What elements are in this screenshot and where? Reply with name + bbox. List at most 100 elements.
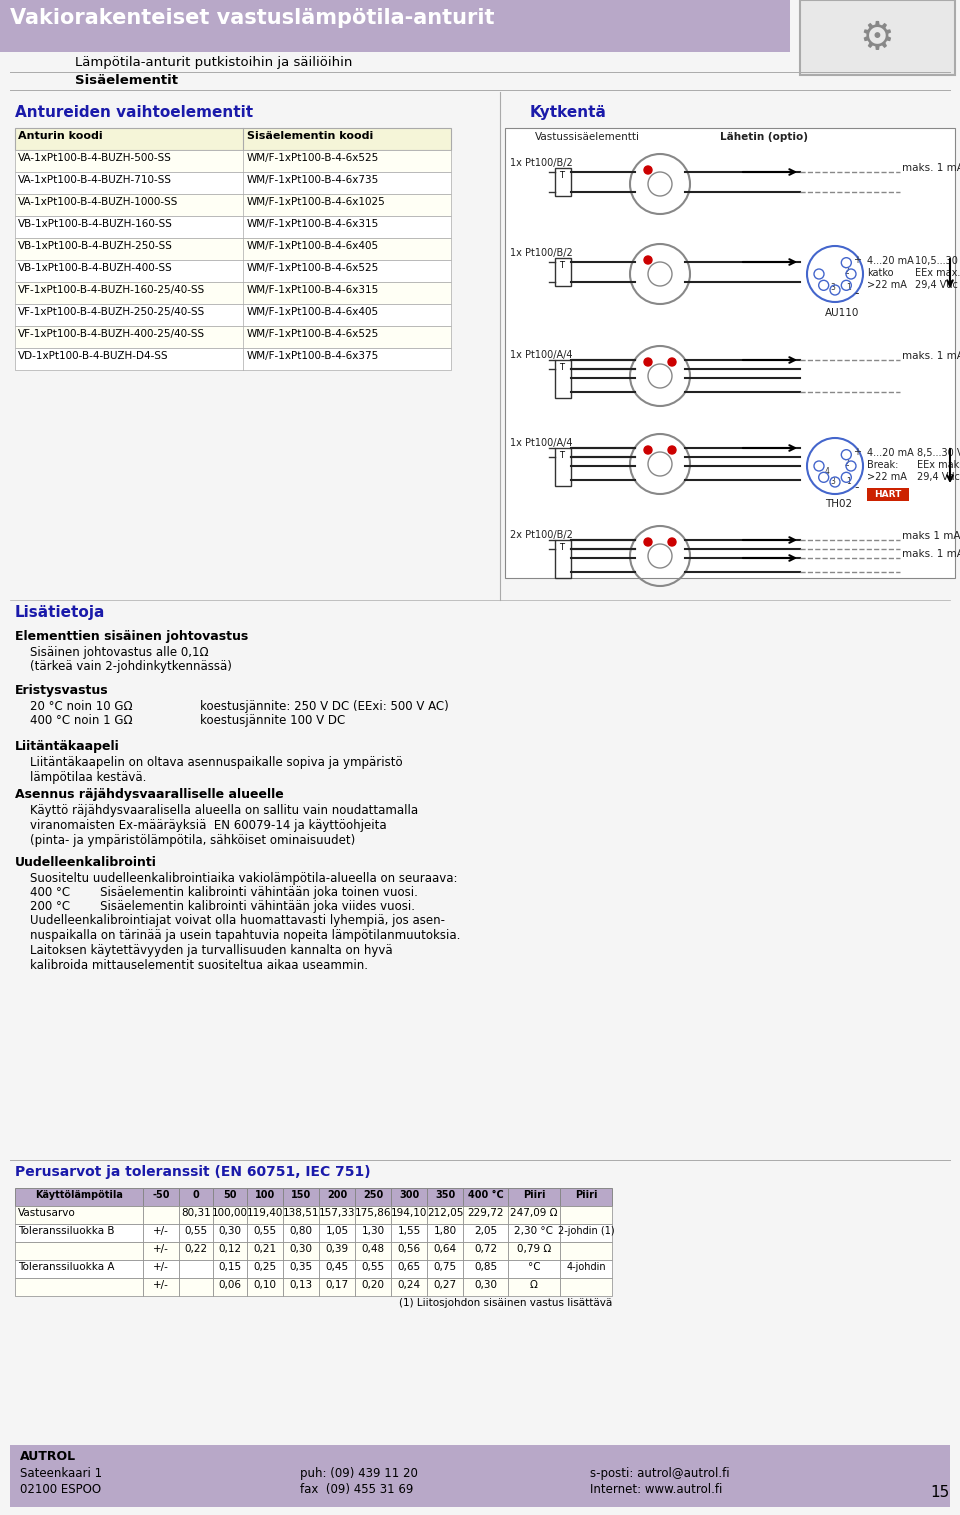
Bar [213,1260,247,1279]
Bar [319,1242,355,1260]
Text: WM/F-1xPt100-B-4-6x525: WM/F-1xPt100-B-4-6x525 [247,329,379,339]
Text: Käyttö räjähdysvaaralisella alueella on sallitu vain noudattamalla
viranomaisten: Käyttö räjähdysvaaralisella alueella on … [30,804,419,847]
Text: 80,31: 80,31 [181,1207,211,1218]
Text: Eristysvastus: Eristysvastus [15,683,108,697]
Text: WM/F-1xPt100-B-4-6x525: WM/F-1xPt100-B-4-6x525 [247,153,379,164]
Text: ⚙: ⚙ [859,20,895,58]
Bar [283,1206,319,1224]
Bar [213,1188,247,1206]
Bar [15,194,451,217]
Text: 1x Pt100/A/4: 1x Pt100/A/4 [510,438,572,448]
Text: +: + [853,255,861,265]
Bar [15,127,451,150]
Text: 29,4 Vdc: 29,4 Vdc [917,473,960,482]
Bar [179,1224,213,1242]
Circle shape [644,167,652,174]
Text: WM/F-1xPt100-B-4-6x405: WM/F-1xPt100-B-4-6x405 [247,308,379,317]
Text: 0,25: 0,25 [253,1262,276,1273]
Bar [143,1224,179,1242]
Text: 4...20 mA: 4...20 mA [867,448,914,458]
Text: maks. 1 mA: maks. 1 mA [902,548,960,559]
Text: 200 °C        Sisäelementin kalibrointi vähintään joka viides vuosi.: 200 °C Sisäelementin kalibrointi vähintä… [30,900,415,914]
Text: 4-johdin: 4-johdin [566,1262,606,1273]
Text: Anturin koodi: Anturin koodi [18,130,103,141]
Text: Toleranssiluokka A: Toleranssiluokka A [18,1262,114,1273]
Text: 0,15: 0,15 [219,1262,242,1273]
Text: 1,55: 1,55 [397,1226,420,1236]
Text: 0,55: 0,55 [184,1226,207,1236]
Text: 20 °C noin 10 GΩ: 20 °C noin 10 GΩ [30,700,132,714]
Text: 100,00: 100,00 [212,1207,248,1218]
Text: 15: 15 [931,1485,950,1500]
Text: 0,21: 0,21 [253,1244,276,1254]
Text: fax  (09) 455 31 69: fax (09) 455 31 69 [300,1483,414,1495]
Bar [427,1224,463,1242]
Text: >22 mA: >22 mA [867,473,907,482]
Text: maks. 1 mA: maks. 1 mA [902,351,960,361]
Text: 4...20 mA: 4...20 mA [867,256,914,267]
Bar [508,1206,560,1224]
Text: T: T [559,542,564,551]
Bar [179,1188,213,1206]
Text: 02100 ESPOO: 02100 ESPOO [20,1483,101,1495]
Text: 150: 150 [291,1189,311,1200]
Bar [15,305,451,326]
Bar [319,1206,355,1224]
Text: Elementtien sisäinen johtovastus: Elementtien sisäinen johtovastus [15,630,249,642]
Circle shape [668,445,676,454]
Bar [15,173,451,194]
Bar [179,1206,213,1224]
Text: 3: 3 [830,477,835,486]
Circle shape [644,445,652,454]
Bar [213,1279,247,1295]
Bar [319,1188,355,1206]
Bar [555,448,571,486]
Text: 0,20: 0,20 [362,1280,385,1289]
Text: 200: 200 [326,1189,348,1200]
Bar [15,1260,143,1279]
Bar [560,1242,612,1260]
Bar [355,1188,391,1206]
Bar [15,1188,143,1206]
Bar [0,0,790,52]
Text: 0,27: 0,27 [433,1280,457,1289]
Text: 0,79 Ω: 0,79 Ω [516,1244,551,1254]
Text: Lämpötila-anturit putkistoihin ja säiliöihin: Lämpötila-anturit putkistoihin ja säiliö… [75,56,352,70]
Bar [143,1188,179,1206]
Text: katko: katko [867,268,894,277]
Text: -: - [854,482,859,494]
Text: °C: °C [528,1262,540,1273]
Text: -: - [854,288,859,300]
Bar [247,1260,283,1279]
Text: Käyttölämpötila: Käyttölämpötila [36,1189,123,1200]
Bar [283,1188,319,1206]
Text: TH02: TH02 [825,498,852,509]
Text: 2x Pt100/B/2: 2x Pt100/B/2 [510,530,573,539]
Text: WM/F-1xPt100-B-4-6x735: WM/F-1xPt100-B-4-6x735 [247,176,379,185]
Bar [463,1242,508,1260]
Text: 2,05: 2,05 [474,1226,497,1236]
Text: maks. 1 mA: maks. 1 mA [902,164,960,173]
Bar [143,1260,179,1279]
Text: T: T [559,171,564,180]
Bar [15,1206,143,1224]
Text: 350: 350 [435,1189,455,1200]
Text: 1x Pt100/B/2: 1x Pt100/B/2 [510,248,573,258]
Text: koestusjännite: 250 V DC (EExi: 500 V AC): koestusjännite: 250 V DC (EExi: 500 V AC… [200,700,448,714]
Bar [355,1279,391,1295]
Bar [463,1279,508,1295]
Text: VB-1xPt100-B-4-BUZH-160-SS: VB-1xPt100-B-4-BUZH-160-SS [18,220,173,229]
Bar [15,1242,143,1260]
Bar [391,1224,427,1242]
Text: 400 °C noin 1 GΩ: 400 °C noin 1 GΩ [30,714,132,727]
Text: 0,30: 0,30 [290,1244,313,1254]
Text: AU110: AU110 [825,308,859,318]
Text: +/-: +/- [153,1262,169,1273]
Text: 10,5...30 Vdc: 10,5...30 Vdc [915,256,960,267]
Text: HART: HART [875,489,901,498]
Text: 2-johdin (1): 2-johdin (1) [558,1226,614,1236]
Bar [508,1242,560,1260]
Text: 400 °C: 400 °C [468,1189,503,1200]
Text: Antureiden vaihtoelementit: Antureiden vaihtoelementit [15,105,253,120]
Text: puh: (09) 439 11 20: puh: (09) 439 11 20 [300,1467,418,1480]
